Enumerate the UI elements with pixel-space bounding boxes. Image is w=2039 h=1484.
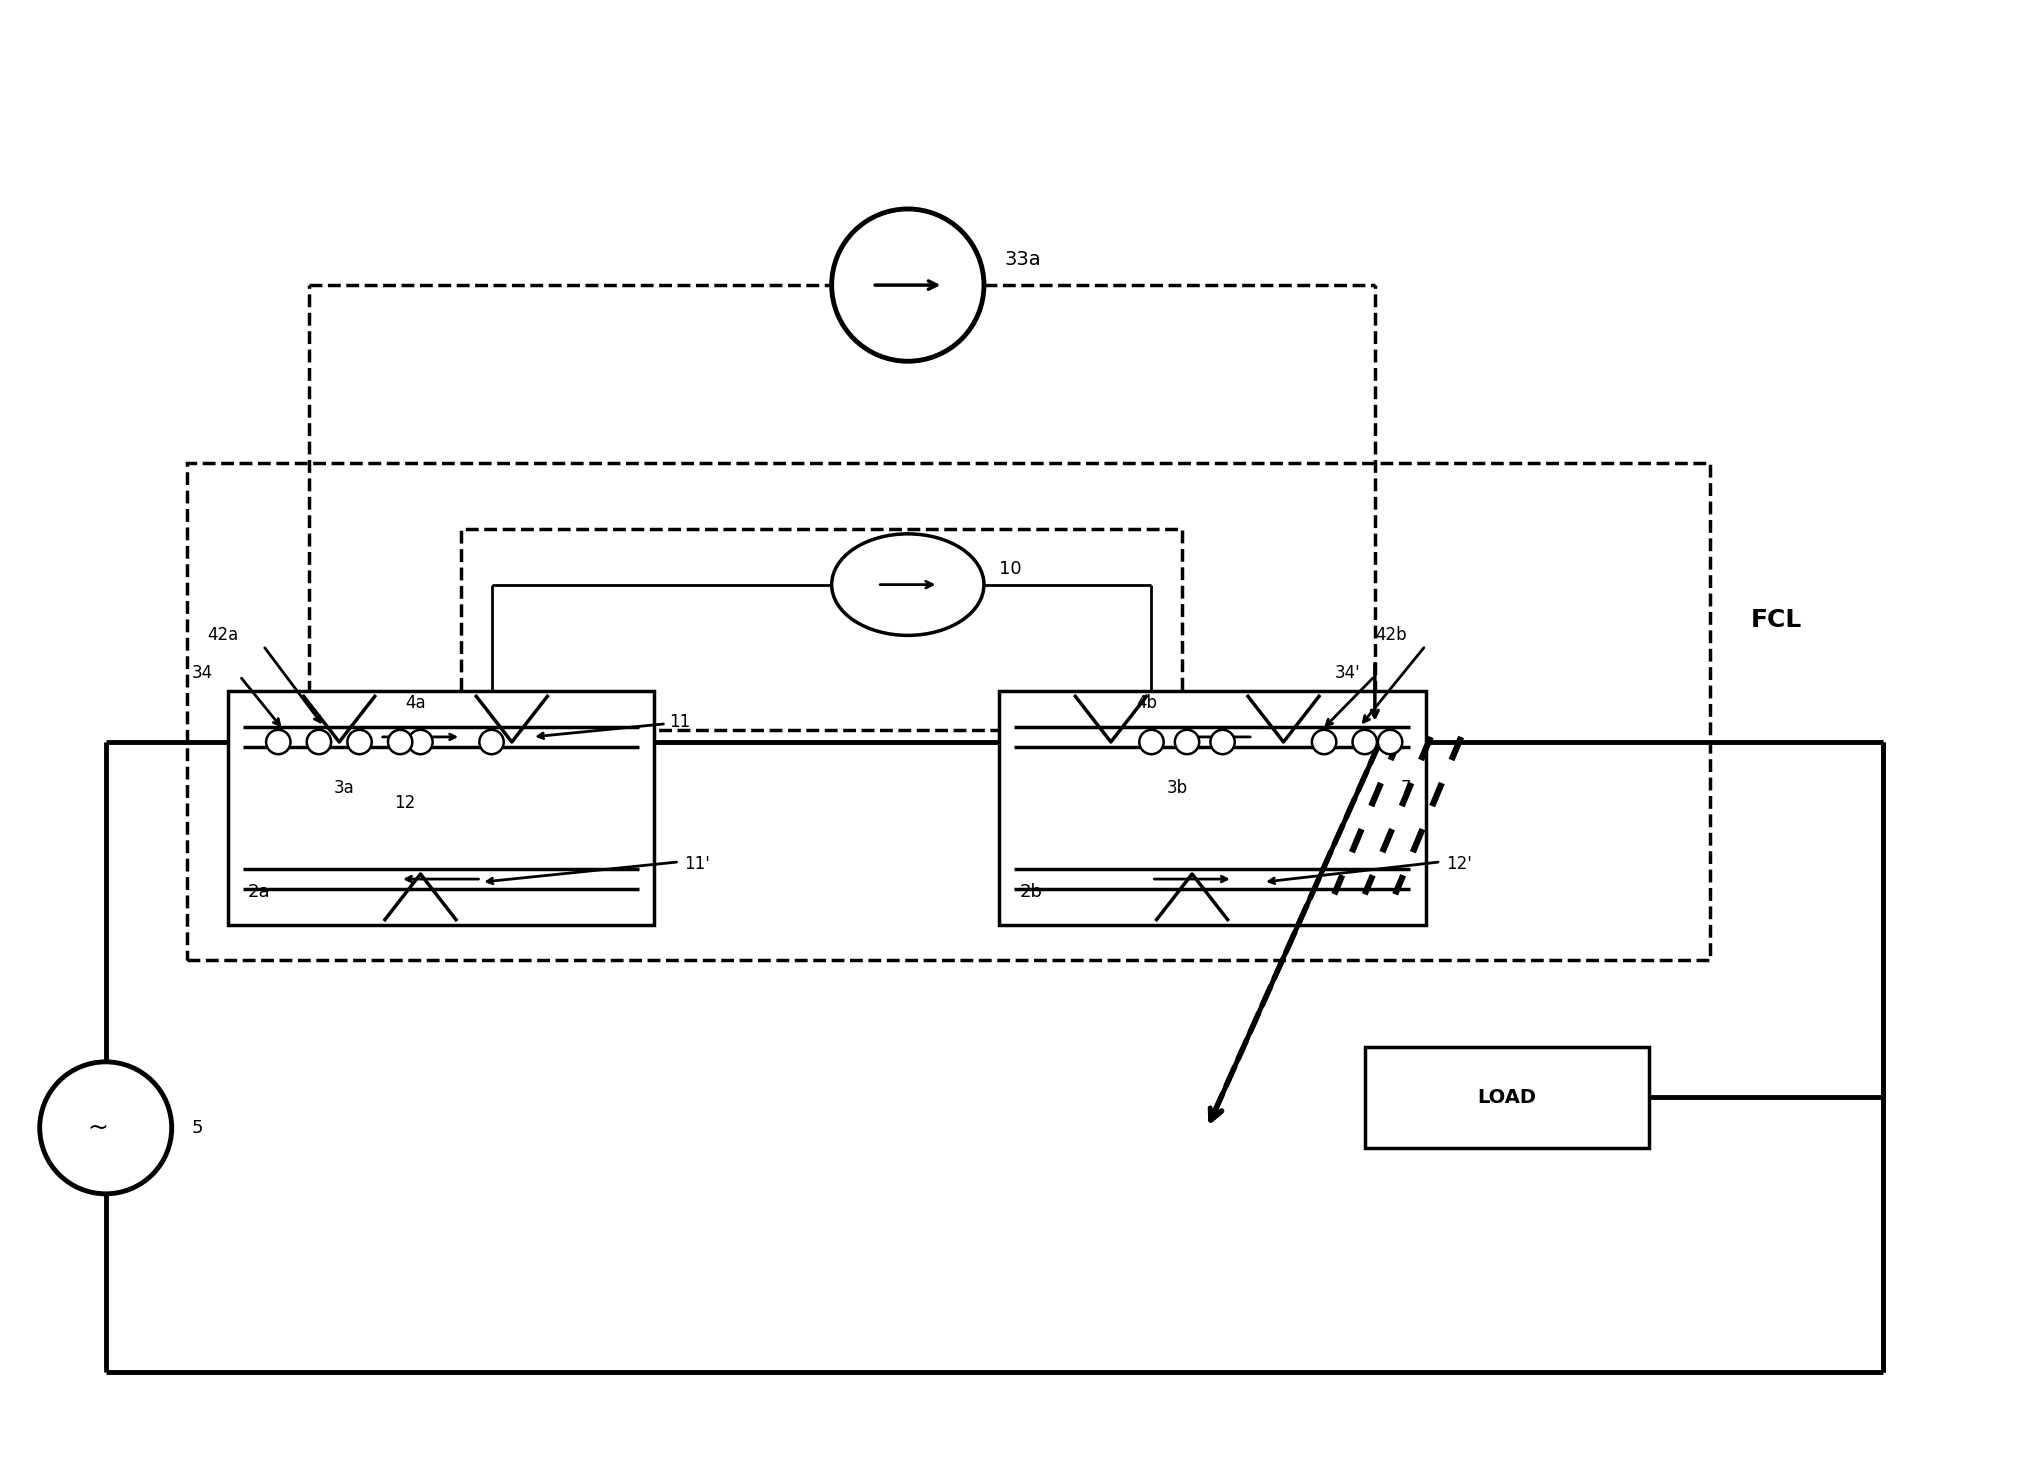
Text: 33a: 33a bbox=[1005, 251, 1040, 269]
Text: 12': 12' bbox=[1446, 855, 1472, 873]
Text: 5: 5 bbox=[192, 1119, 204, 1137]
Text: 4a: 4a bbox=[406, 695, 426, 712]
Text: ~: ~ bbox=[88, 1116, 108, 1140]
Circle shape bbox=[1352, 730, 1376, 754]
Circle shape bbox=[387, 730, 412, 754]
Circle shape bbox=[347, 730, 371, 754]
Text: 10: 10 bbox=[999, 561, 1022, 579]
Text: 3b: 3b bbox=[1166, 779, 1187, 797]
Circle shape bbox=[1174, 730, 1199, 754]
Text: 3a: 3a bbox=[334, 779, 355, 797]
Circle shape bbox=[267, 730, 290, 754]
Text: 11': 11' bbox=[685, 855, 710, 873]
Text: 42b: 42b bbox=[1374, 626, 1407, 644]
Text: LOAD: LOAD bbox=[1478, 1088, 1535, 1107]
Circle shape bbox=[306, 730, 330, 754]
Text: 42a: 42a bbox=[208, 626, 239, 644]
Text: 4b: 4b bbox=[1136, 695, 1156, 712]
Text: 34': 34' bbox=[1334, 663, 1360, 683]
Bar bbox=[461, 528, 1183, 742]
Circle shape bbox=[1140, 730, 1164, 754]
Bar bbox=[188, 463, 1711, 960]
Circle shape bbox=[1211, 730, 1236, 754]
Text: 2b: 2b bbox=[1020, 883, 1042, 901]
Text: FCL: FCL bbox=[1752, 608, 1802, 632]
Text: 2a: 2a bbox=[249, 883, 271, 901]
Circle shape bbox=[408, 730, 432, 754]
Text: 11: 11 bbox=[669, 712, 691, 730]
Text: 34: 34 bbox=[192, 663, 214, 683]
Circle shape bbox=[1378, 730, 1403, 754]
Bar bbox=[1364, 1046, 1650, 1149]
Bar bbox=[999, 692, 1425, 925]
Circle shape bbox=[479, 730, 504, 754]
Bar bbox=[228, 692, 655, 925]
Circle shape bbox=[1311, 730, 1336, 754]
Text: 7: 7 bbox=[1401, 779, 1411, 797]
Text: 12: 12 bbox=[396, 794, 416, 812]
